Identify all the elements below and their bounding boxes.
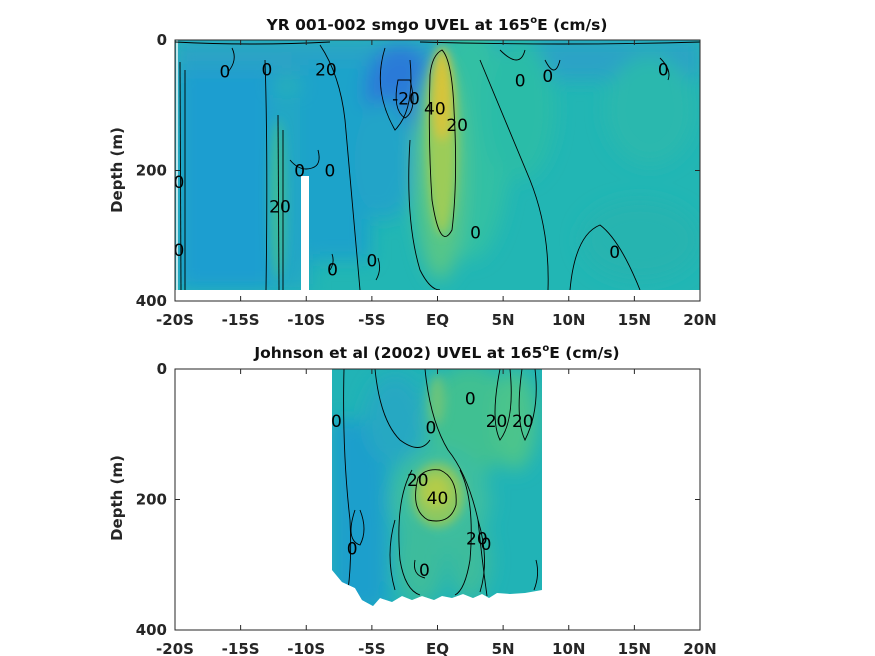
top-y-tick-label: 400 <box>136 292 167 310</box>
top-x-ticks: -20S -15S -10S -5S EQ 5N 10N 15N 20N <box>156 40 717 329</box>
top-contour-label: 0 <box>174 173 185 193</box>
bottom-x-tick-label: -5S <box>358 640 385 656</box>
top-contour-label: -20 <box>392 90 420 110</box>
top-contour-label: 0 <box>327 261 338 281</box>
bottom-contour-label: 0 <box>331 412 342 432</box>
top-x-tick-label: 5N <box>492 311 515 329</box>
bottom-y-tick-label: 200 <box>136 491 167 509</box>
top-contour-label: 20 <box>446 116 468 136</box>
top-panel-title: YR 001-002 smgo UVEL at 165oE (cm/s) <box>266 15 608 34</box>
bottom-y-tick-label: 400 <box>136 621 167 639</box>
bottom-x-tick-label: EQ <box>426 640 449 656</box>
top-contour-label: 0 <box>219 62 230 82</box>
top-x-tick-label: -15S <box>222 311 260 329</box>
top-x-tick-label: EQ <box>426 311 449 329</box>
bottom-contour-label: 0 <box>347 539 358 559</box>
bottom-field <box>332 369 542 606</box>
top-y-tick-label: 200 <box>136 162 167 180</box>
top-contour-label: 0 <box>542 67 553 87</box>
bottom-contour-label: 0 <box>426 419 437 439</box>
top-contour-label: 40 <box>424 100 446 120</box>
bottom-x-tick-label: 10N <box>552 640 585 656</box>
bottom-contour-label: 20 <box>466 530 488 550</box>
bottom-y-tick-label: 0 <box>157 360 167 378</box>
bottom-contour-label: 0 <box>465 389 476 409</box>
bottom-contour-label: 0 <box>481 535 492 555</box>
top-contour-label: 0 <box>261 60 272 80</box>
bottom-panel-title: Johnson et al (2002) UVEL at 165oE (cm/s… <box>253 343 619 362</box>
bottom-contour-label: 0 <box>419 561 430 581</box>
top-y-tick-label: 0 <box>157 31 167 49</box>
top-contour-label: 20 <box>269 197 291 217</box>
top-field <box>175 40 700 290</box>
top-contour-label: 0 <box>294 162 305 182</box>
top-y-axis-label: Depth (m) <box>108 127 126 213</box>
bottom-contour-label: 20 <box>407 471 429 491</box>
top-x-tick-label: -5S <box>358 311 385 329</box>
top-contour-label: 0 <box>470 223 481 243</box>
top-x-tick-label: -20S <box>156 311 194 329</box>
top-contour-label: 20 <box>315 60 337 80</box>
bottom-contour-label: 20 <box>512 412 534 432</box>
bottom-x-tick-label: 20N <box>683 640 716 656</box>
bottom-panel: Johnson et al (2002) UVEL at 165oE (cm/s… <box>108 343 717 656</box>
top-contour-label: 0 <box>366 252 377 272</box>
top-x-tick-label: 10N <box>552 311 585 329</box>
top-contour-label: 0 <box>515 71 526 91</box>
bottom-contour-label: 20 <box>486 412 508 432</box>
bottom-x-tick-label: -20S <box>156 640 194 656</box>
top-contour-label: 0 <box>658 60 669 80</box>
bottom-x-tick-label: -10S <box>287 640 325 656</box>
top-contour-label: 0 <box>324 162 335 182</box>
top-x-tick-label: -10S <box>287 311 325 329</box>
bottom-x-tick-label: 15N <box>618 640 651 656</box>
bottom-x-tick-label: 5N <box>492 640 515 656</box>
top-contour-label: 0 <box>174 241 185 261</box>
top-contour-label: 0 <box>609 243 620 263</box>
bottom-y-axis-label: Depth (m) <box>108 455 126 541</box>
top-x-tick-label: 20N <box>683 311 716 329</box>
bottom-contour-label: 40 <box>427 489 449 509</box>
top-x-tick-label: 15N <box>618 311 651 329</box>
bottom-x-ticks: -20S -15S -10S -5S EQ 5N 10N 15N 20N <box>156 369 717 656</box>
top-panel: YR 001-002 smgo UVEL at 165oE (cm/s) <box>108 15 717 329</box>
bottom-x-tick-label: -15S <box>222 640 260 656</box>
